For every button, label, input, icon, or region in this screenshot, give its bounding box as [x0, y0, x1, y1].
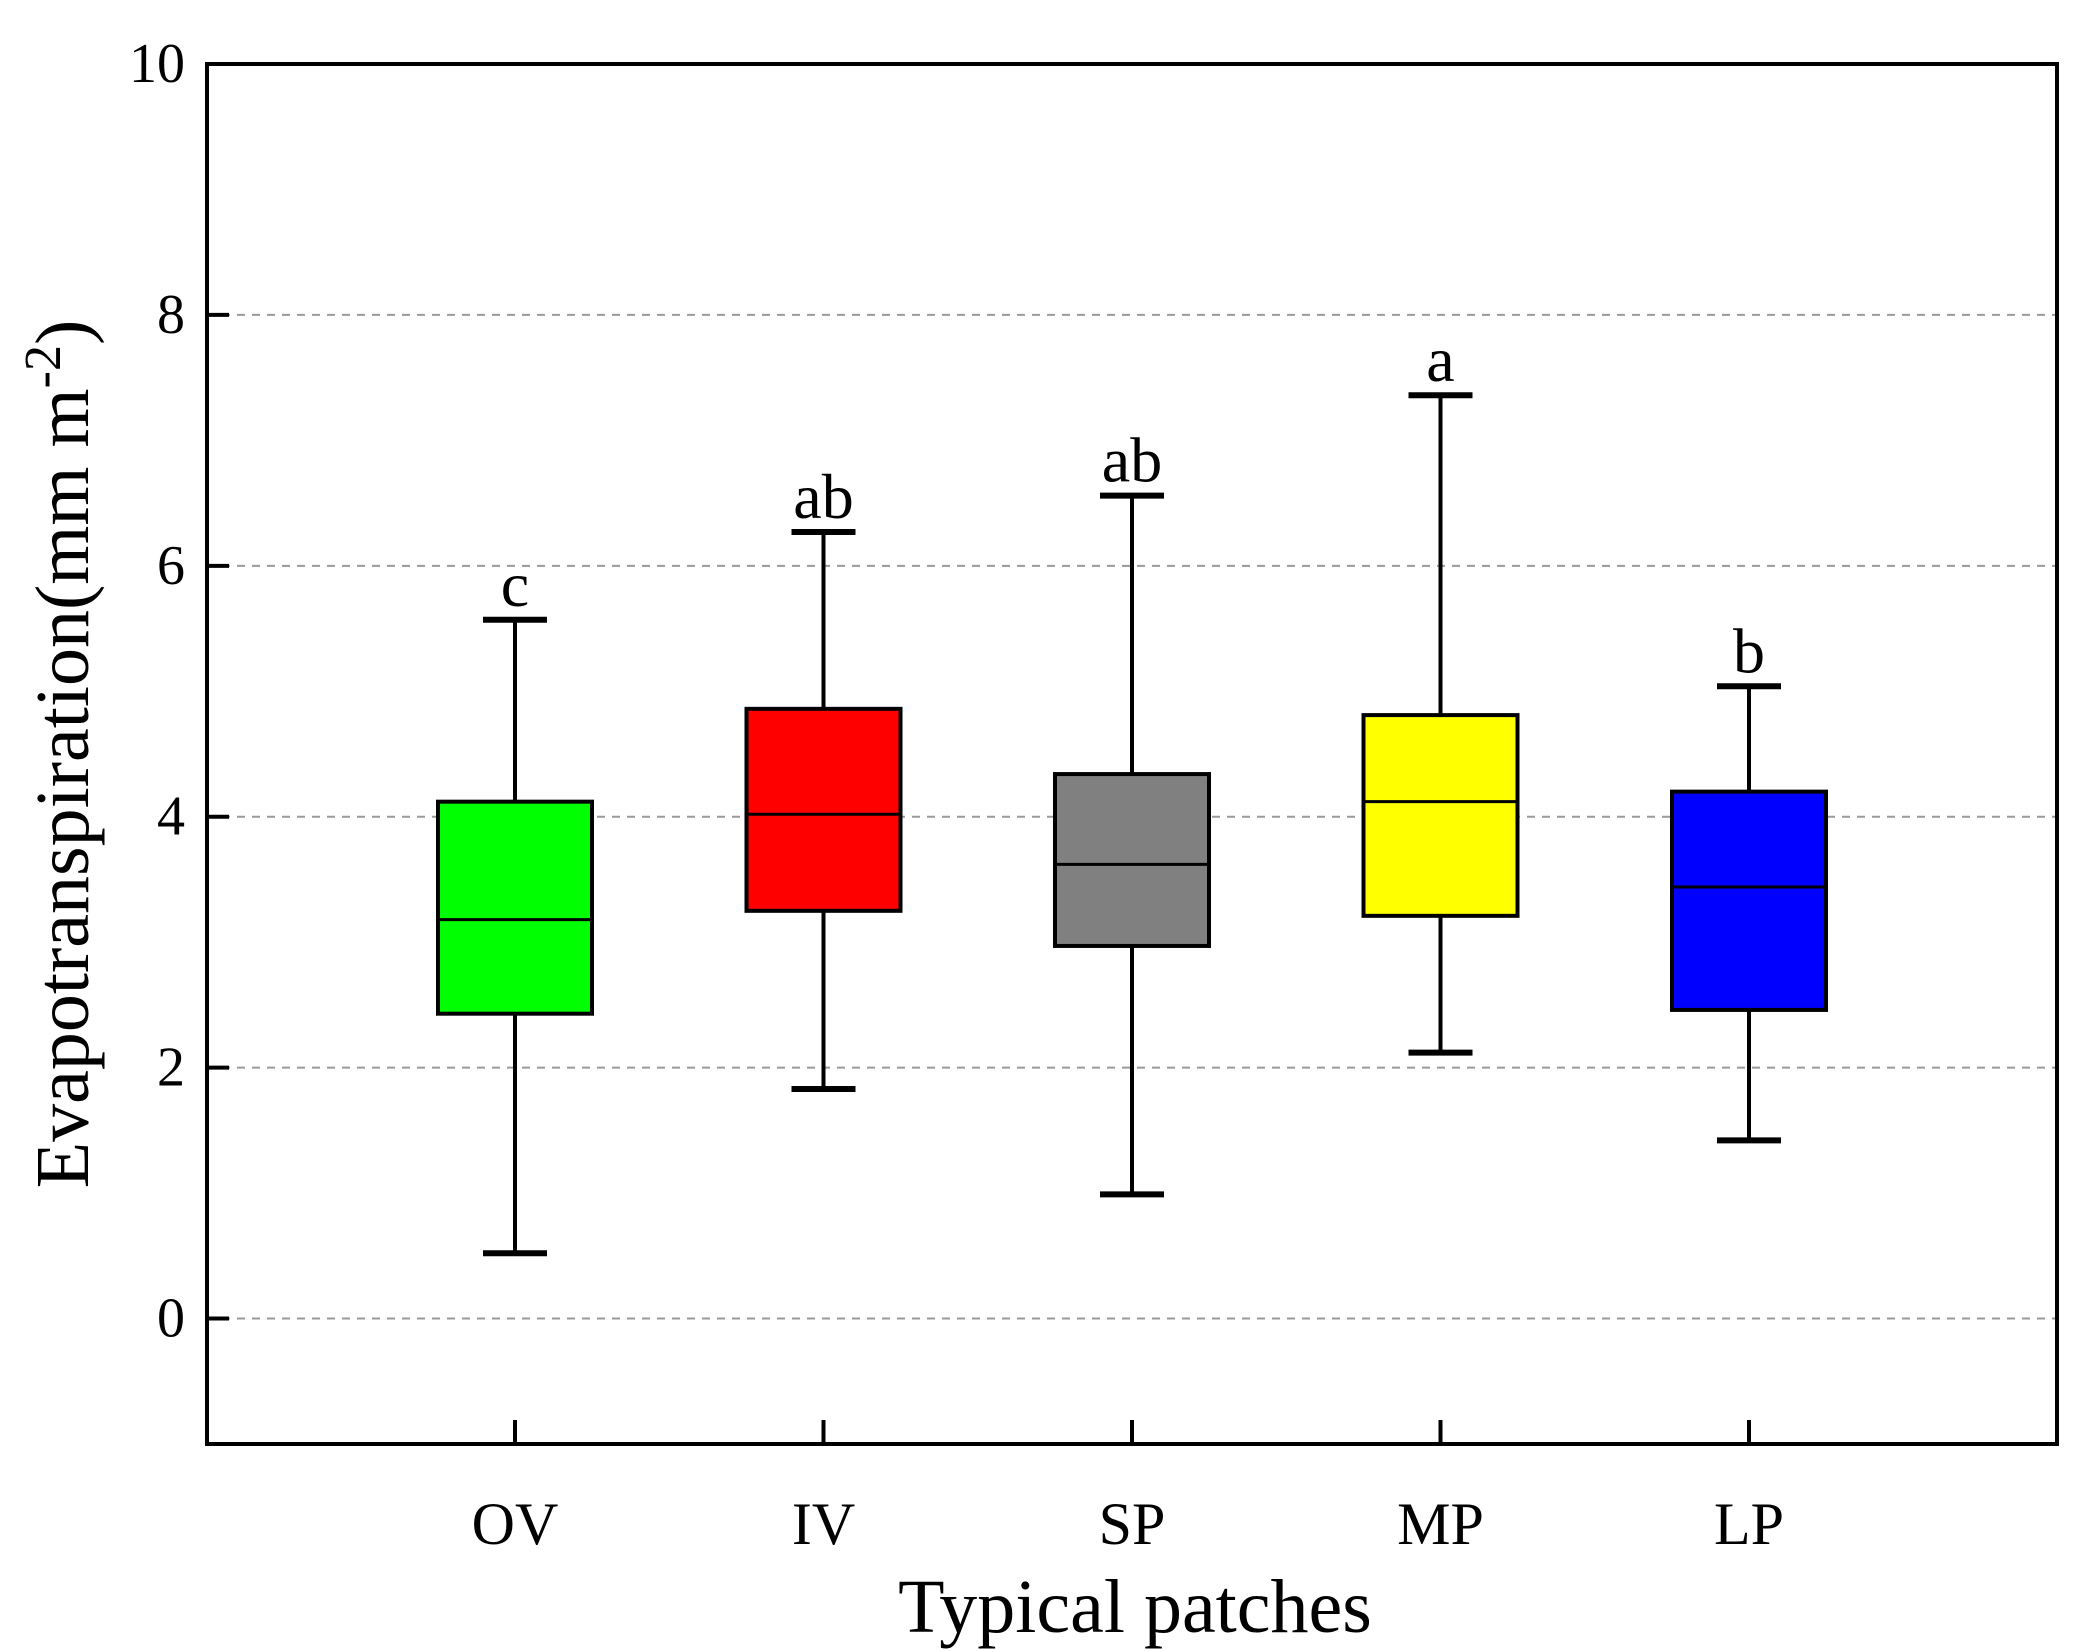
iqr-box-ov [436, 799, 594, 1016]
y-axis-title: Evapotranspiration(mm m-2) [15, 320, 106, 1189]
box-group-iv [744, 528, 903, 1092]
iqr-box-mp [1361, 713, 1520, 918]
iqr-box-iv [744, 706, 903, 913]
y-tick-label-0: 0 [157, 1288, 185, 1350]
significance-letter-sp: ab [1102, 425, 1162, 496]
x-tick-label-OV: OV [472, 1491, 559, 1557]
significance-letter-ov: c [501, 549, 529, 620]
y-axis-title-superscript: -2 [15, 345, 72, 388]
y-axis-title-main: Evapotranspiration(mm m [21, 388, 105, 1188]
iqr-box-sp [1053, 772, 1211, 948]
box-group-ov [436, 616, 594, 1257]
box-group-lp [1670, 683, 1828, 1144]
iqr-box-lp [1670, 789, 1828, 1012]
x-tick-label-IV: IV [792, 1491, 855, 1557]
y-axis-title-close: ) [21, 320, 105, 345]
significance-letter-lp: b [1733, 615, 1765, 686]
box-group-mp [1361, 392, 1520, 1056]
box-group-sp [1053, 492, 1211, 1198]
significance-letter-iv: ab [793, 461, 853, 532]
y-tick-label-4: 4 [157, 786, 185, 848]
x-tick-label-SP: SP [1099, 1491, 1166, 1557]
y-tick-label-10: 10 [129, 33, 185, 95]
y-axis-ticks: 0 2 4 6 8 10 [129, 33, 229, 1350]
x-tick-label-LP: LP [1714, 1491, 1784, 1557]
x-axis-ticks: OV IV SP MP LP [472, 1420, 1784, 1557]
y-tick-label-8: 8 [157, 284, 185, 346]
x-tick-label-MP: MP [1397, 1491, 1484, 1557]
y-tick-label-2: 2 [157, 1037, 185, 1099]
y-tick-label-6: 6 [157, 535, 185, 597]
x-axis-title: Typical patches [898, 1565, 1372, 1649]
box-series [436, 392, 1828, 1257]
significance-letter-mp: a [1426, 324, 1454, 395]
